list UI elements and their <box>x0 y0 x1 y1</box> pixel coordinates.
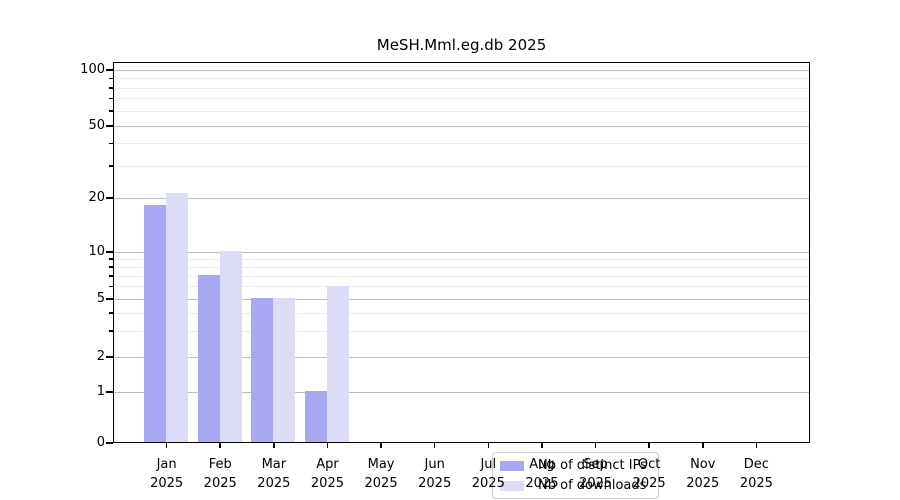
bar-distinct-ips-jan <box>144 205 167 442</box>
major-gridline <box>114 251 809 253</box>
y-tick-label: 100 <box>80 62 105 77</box>
y-tick-label: 10 <box>88 244 105 259</box>
bar-distinct-ips-feb <box>197 275 220 442</box>
minor-gridline <box>114 78 809 80</box>
bar-distinct-ips-apr <box>304 391 327 442</box>
y-tick-mark <box>106 356 113 358</box>
legend-swatch-icon <box>500 480 524 491</box>
minor-gridline <box>114 286 809 288</box>
major-gridline <box>114 197 809 199</box>
y-tick-mark <box>106 251 113 253</box>
minor-gridline <box>114 275 809 277</box>
y-minor-tick-mark <box>109 97 113 100</box>
minor-gridline <box>114 258 809 260</box>
x-tick-label-sep: Sep 2025 <box>578 457 613 491</box>
chart-title: MeSH.Mml.eg.db 2025 <box>376 36 547 54</box>
x-tick-mark <box>433 443 436 448</box>
y-minor-tick-mark <box>109 77 113 79</box>
major-gridline <box>114 298 809 300</box>
y-minor-tick-mark <box>109 165 113 167</box>
x-tick-label-mar: Mar 2025 <box>257 457 291 491</box>
x-tick-label-jan: Jan 2025 <box>150 457 184 491</box>
y-tick-mark <box>106 125 113 127</box>
bar-downloads-feb <box>219 251 242 442</box>
legend: Nb of distinct IPs Nb of downloads <box>492 452 659 499</box>
bar-downloads-mar <box>273 298 296 442</box>
y-minor-tick-mark <box>109 275 113 277</box>
y-minor-tick-mark <box>109 87 113 89</box>
y-tick-mark <box>106 197 113 199</box>
x-tick-mark <box>755 443 758 448</box>
y-tick-label: 2 <box>96 349 105 364</box>
major-gridline <box>114 356 809 358</box>
minor-gridline <box>114 165 809 167</box>
x-tick-mark <box>165 443 168 448</box>
legend-label: Nb of downloads <box>538 478 647 493</box>
x-tick-mark <box>273 443 275 448</box>
bar-downloads-apr <box>326 285 349 442</box>
x-tick-label-dec: Dec 2025 <box>739 457 773 491</box>
y-minor-tick-mark <box>109 258 113 260</box>
minor-gridline <box>114 330 809 332</box>
bar-distinct-ips-mar <box>251 298 274 442</box>
x-tick-mark <box>648 443 650 448</box>
y-minor-tick-mark <box>109 266 113 268</box>
x-tick-label-jul: Jul 2025 <box>471 457 505 491</box>
bar-downloads-jan <box>166 193 189 442</box>
y-tick-mark <box>106 69 113 71</box>
major-gridline <box>114 125 809 127</box>
y-tick-label: 50 <box>88 118 105 133</box>
x-tick-label-nov: Nov 2025 <box>686 457 720 491</box>
minor-gridline <box>114 266 809 268</box>
y-minor-tick-mark <box>109 142 113 145</box>
y-tick-label: 0 <box>96 435 105 450</box>
minor-gridline <box>114 110 809 112</box>
y-tick-label: 5 <box>96 291 105 306</box>
legend-swatch-icon <box>500 460 524 471</box>
y-tick-label: 1 <box>96 384 105 399</box>
x-tick-mark <box>702 443 704 448</box>
major-gridline <box>114 391 809 393</box>
legend-item: Nb of downloads <box>500 477 658 494</box>
minor-gridline <box>114 312 809 314</box>
x-tick-mark <box>594 443 597 448</box>
x-tick-mark <box>380 443 382 448</box>
y-minor-tick-mark <box>109 110 113 112</box>
x-tick-mark <box>487 443 490 448</box>
x-tick-label-may: May 2025 <box>364 457 398 491</box>
x-tick-label-apr: Apr 2025 <box>310 457 344 491</box>
major-gridline <box>114 69 809 71</box>
x-tick-label-feb: Feb 2025 <box>203 457 237 491</box>
x-tick-label-oct: Oct 2025 <box>632 457 666 491</box>
y-tick-mark <box>106 442 113 444</box>
x-tick-mark <box>326 443 329 448</box>
y-tick-mark <box>106 298 113 300</box>
x-tick-mark <box>541 443 543 448</box>
minor-gridline <box>114 87 809 89</box>
plot-area: Nb of distinct IPs Nb of downloads <box>113 62 810 499</box>
y-tick-label: 20 <box>88 190 105 205</box>
minor-gridline <box>114 143 809 145</box>
y-tick-mark <box>106 391 113 393</box>
y-minor-tick-mark <box>109 330 113 332</box>
y-minor-tick-mark <box>109 285 113 288</box>
x-tick-label-jun: Jun 2025 <box>418 457 452 491</box>
y-minor-tick-mark <box>109 312 113 314</box>
minor-gridline <box>114 98 809 100</box>
x-tick-label-aug: Aug 2025 <box>525 457 559 491</box>
legend-item: Nb of distinct IPs <box>500 457 658 474</box>
legend-label: Nb of distinct IPs <box>538 458 647 473</box>
x-tick-mark <box>219 443 221 448</box>
